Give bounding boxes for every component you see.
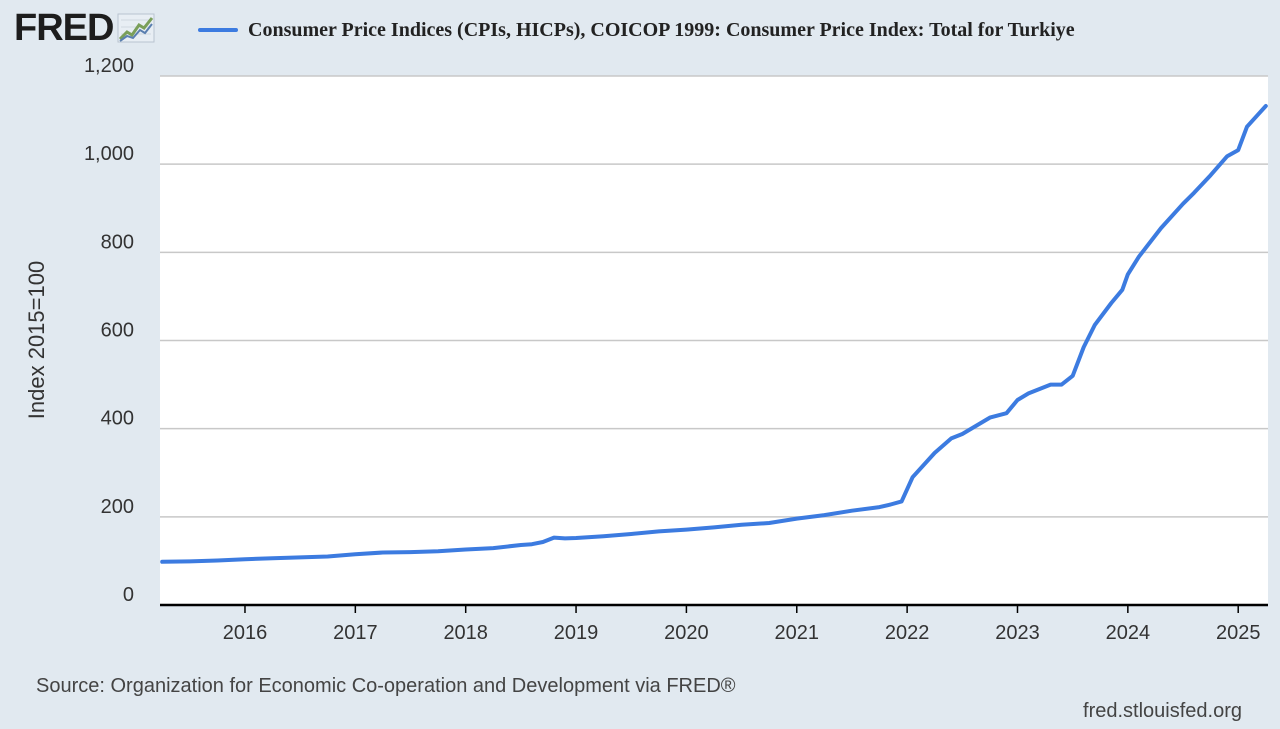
source-note: Source: Organization for Economic Co-ope…	[36, 675, 736, 697]
y-axis-ticks: 0 200 400 600 800 1,000 1,200	[84, 55, 134, 606]
chart-legend[interactable]: Consumer Price Indices (CPIs, HICPs), CO…	[198, 14, 1075, 46]
series-line-turkiye-cpi[interactable]	[160, 104, 1268, 564]
x-tick-label: 2025	[1216, 622, 1261, 644]
legend-swatch	[198, 28, 238, 32]
y-axis-title: Index 2015=100	[24, 260, 49, 420]
legend-label: Consumer Price Indices (CPIs, HICPs), CO…	[248, 18, 1075, 41]
y-tick-label: 600	[101, 320, 134, 342]
x-tick-label: 2024	[1106, 622, 1151, 644]
line-chart-icon	[117, 13, 155, 43]
y-tick-label: 800	[101, 231, 134, 253]
y-tick-label: 1,200	[84, 55, 134, 77]
y-tick-label: 1,000	[84, 143, 134, 165]
x-tick-label: 2023	[995, 622, 1040, 644]
x-tick-label: 2016	[223, 622, 268, 644]
x-tick-label: 2021	[775, 622, 820, 644]
y-tick-label: 200	[101, 496, 134, 518]
x-tick-label: 2017	[333, 622, 378, 644]
y-tick-label: 0	[123, 584, 134, 606]
fred-logo[interactable]: FRED	[14, 8, 155, 48]
x-axis-ticks: 2016 2017 2018 2019 2020 2021 2022 2023 2024 2025	[223, 605, 1261, 644]
fred-logo-text: FRED	[14, 7, 114, 49]
x-tick-label: 2018	[443, 622, 488, 644]
x-tick-label: 2022	[885, 622, 930, 644]
x-tick-label: 2020	[664, 622, 709, 644]
series-layer	[160, 104, 1268, 564]
site-link[interactable]: fred.stlouisfed.org	[1083, 700, 1242, 722]
x-tick-label: 2019	[554, 622, 599, 644]
y-tick-label: 400	[101, 408, 134, 430]
grid-lines	[160, 75, 1268, 607]
